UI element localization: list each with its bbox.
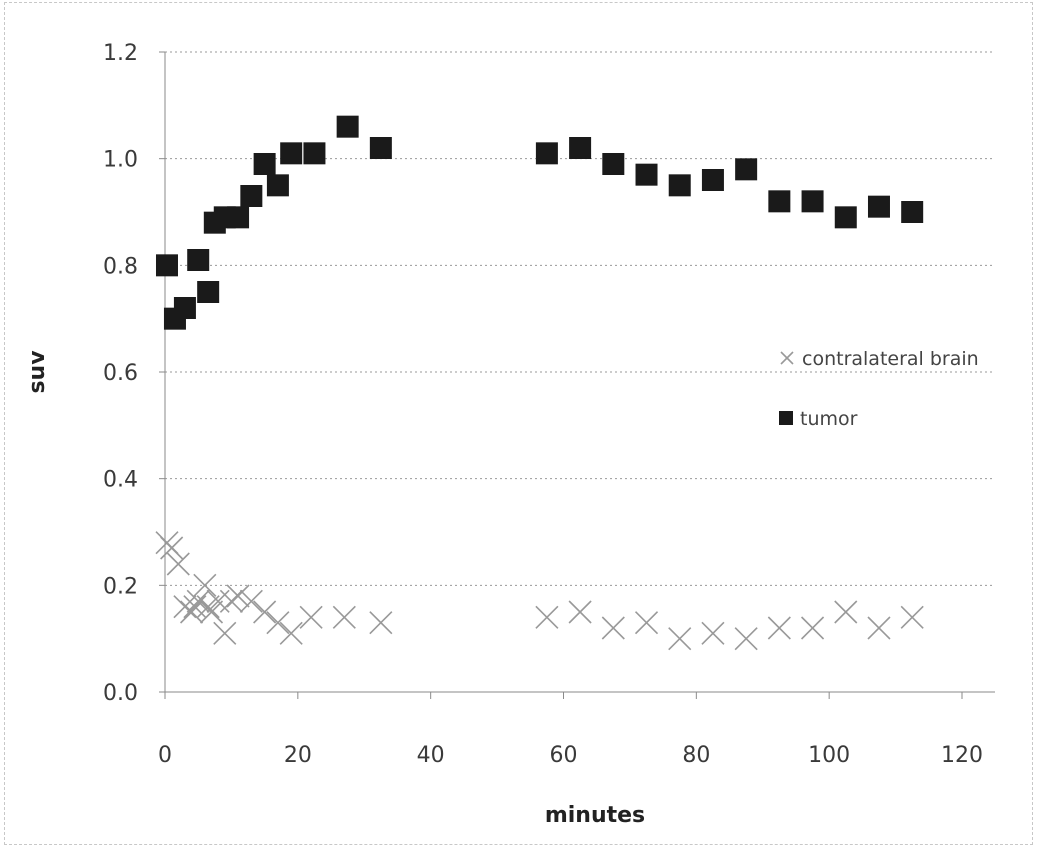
x-marker-0-28 xyxy=(767,616,791,640)
legend: contralateral brain tumor xyxy=(779,348,979,430)
square-marker-1-15 xyxy=(535,142,558,165)
x-marker-0-31 xyxy=(867,616,891,640)
y-tick-label-6: 1.2 xyxy=(103,41,138,66)
square-marker-1-20 xyxy=(701,169,724,191)
series-0 xyxy=(155,531,924,651)
legend-square-shape xyxy=(779,411,793,425)
x-marker-0-22 xyxy=(568,600,592,624)
grid-lines xyxy=(165,51,995,586)
x-marker-0-21 xyxy=(535,605,559,629)
x-marker-0-26 xyxy=(701,621,725,645)
square-marker-1-18 xyxy=(635,163,658,186)
y-tick-label-2: 0.4 xyxy=(103,468,138,493)
square-marker-1-8 xyxy=(240,185,263,207)
x-axis-title: minutes xyxy=(545,803,645,828)
axes xyxy=(159,51,995,699)
square-marker-1-19 xyxy=(668,174,691,197)
square-marker-1-7 xyxy=(227,206,250,229)
x-marker-0-32 xyxy=(900,605,924,629)
y-axis-title: suv xyxy=(25,350,50,394)
y-tick-label-5: 1.0 xyxy=(103,148,138,173)
square-marker-1-25 xyxy=(867,195,890,218)
square-marker-1-12 xyxy=(303,142,326,165)
y-tick-label-1: 0.2 xyxy=(103,574,138,599)
x-marker-0-1 xyxy=(160,536,184,560)
square-marker-1-26 xyxy=(901,201,924,223)
square-marker-1-24 xyxy=(834,206,857,229)
x-marker-0-25 xyxy=(668,627,692,651)
square-marker-1-16 xyxy=(569,137,592,159)
square-marker-1-10 xyxy=(266,174,289,197)
x-tick-label-3: 60 xyxy=(550,743,578,768)
data-points xyxy=(155,115,924,651)
legend-label-tumor: tumor xyxy=(800,408,858,430)
x-marker-0-24 xyxy=(634,611,659,635)
square-marker-1-13 xyxy=(336,115,359,138)
x-marker-0-27 xyxy=(734,627,758,651)
x-tick-label-4: 80 xyxy=(682,743,710,768)
x-marker-0-5 xyxy=(183,595,207,619)
x-marker-0-9 xyxy=(199,600,224,624)
square-marker-1-17 xyxy=(602,153,625,175)
x-tick-label-1: 20 xyxy=(284,743,312,768)
square-marker-1-23 xyxy=(801,190,824,213)
legend-item-contralateral-brain: contralateral brain xyxy=(780,348,979,370)
tick-labels: 0.0 0.2 0.4 0.6 0.8 1.0 1.2 0 20 40 60 80 100 120 xyxy=(103,41,983,768)
square-marker-1-9 xyxy=(253,153,276,175)
x-marker-0-11 xyxy=(213,621,237,645)
x-tick-label-5: 100 xyxy=(808,743,850,768)
square-marker-1-0 xyxy=(155,254,178,277)
legend-marker-x-icon xyxy=(780,351,794,365)
y-tick-label-4: 0.8 xyxy=(103,254,138,279)
x-marker-0-13 xyxy=(226,584,250,608)
x-marker-0-7 xyxy=(193,573,217,597)
square-marker-1-22 xyxy=(768,190,791,213)
square-marker-1-14 xyxy=(369,137,392,159)
x-marker-0-12 xyxy=(219,589,243,613)
x-marker-0-19 xyxy=(332,605,356,629)
x-marker-0-20 xyxy=(369,611,393,635)
legend-label-contralateral-brain: contralateral brain xyxy=(802,348,979,370)
y-tick-label-0: 0.0 xyxy=(103,681,138,706)
square-marker-1-11 xyxy=(280,142,303,165)
x-marker-0-18 xyxy=(299,605,323,629)
x-marker-0-2 xyxy=(166,552,190,576)
x-marker-0-10 xyxy=(206,589,230,613)
x-marker-0-14 xyxy=(239,589,263,613)
square-marker-1-4 xyxy=(197,281,220,303)
legend-marker-square-icon xyxy=(779,411,793,425)
x-marker-0-30 xyxy=(834,600,858,624)
x-tick-label-0: 0 xyxy=(158,743,172,768)
x-tick-label-2: 40 xyxy=(417,743,445,768)
series-1 xyxy=(155,115,924,330)
legend-item-tumor: tumor xyxy=(779,408,858,430)
chart-frame xyxy=(4,2,1033,845)
legend-x-shape xyxy=(780,351,794,365)
x-marker-0-17 xyxy=(279,621,303,645)
x-marker-0-15 xyxy=(253,600,277,624)
x-tick-label-6: 120 xyxy=(941,743,983,768)
x-marker-0-29 xyxy=(800,616,825,640)
square-marker-1-21 xyxy=(735,158,758,181)
y-tick-label-3: 0.6 xyxy=(103,361,138,386)
x-marker-0-4 xyxy=(180,600,204,624)
x-marker-0-16 xyxy=(266,611,290,635)
square-marker-1-3 xyxy=(187,249,210,271)
x-marker-0-23 xyxy=(601,616,625,640)
square-marker-1-2 xyxy=(173,297,196,319)
x-marker-0-3 xyxy=(173,595,197,619)
